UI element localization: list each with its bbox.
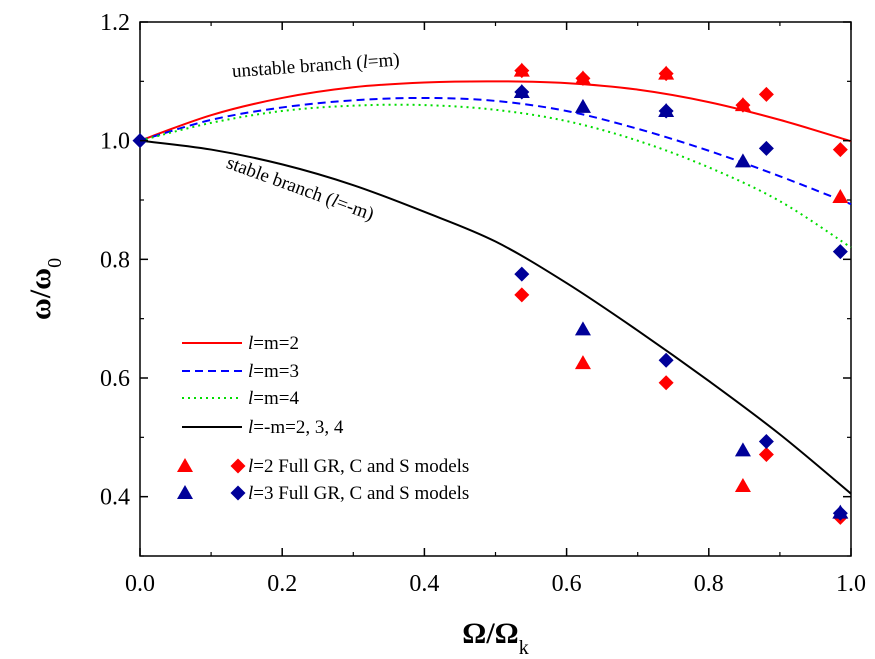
branch-annotation: unstable branch (l=m) bbox=[231, 50, 400, 83]
triangle-point-l2 bbox=[734, 477, 751, 492]
triangle-point-l2 bbox=[574, 355, 591, 370]
legend-entry: l=m=2 bbox=[248, 333, 299, 354]
legend-var: l bbox=[248, 483, 253, 504]
triangle-point-l3 bbox=[574, 98, 591, 113]
legend-triangle-swatch bbox=[177, 485, 193, 499]
y-tick-label: 1.0 bbox=[100, 129, 130, 155]
diamond-point-l2 bbox=[758, 447, 774, 463]
y-tick-label: 1.2 bbox=[100, 10, 130, 36]
diamond-point-l3 bbox=[658, 352, 674, 368]
x-tick-label: 0.0 bbox=[125, 571, 155, 597]
legend-var: l bbox=[248, 417, 253, 438]
axis-labels: Ω/Ωk ω/ω0 bbox=[24, 258, 529, 659]
y-tick-label: 0.4 bbox=[100, 485, 130, 511]
diamond-point-l2 bbox=[514, 287, 530, 303]
legend-entry: l=m=4 bbox=[248, 388, 299, 409]
legend-entry: l=m=3 bbox=[248, 361, 299, 382]
series-line-l-m-2 bbox=[139, 80, 852, 143]
data-markers bbox=[132, 62, 849, 525]
diamond-point-l3 bbox=[514, 266, 530, 282]
series-line-l-m-2-3-4 bbox=[139, 139, 852, 495]
curves bbox=[139, 80, 852, 495]
legend-diamond-swatch bbox=[230, 485, 246, 501]
diamond-point-l2 bbox=[735, 97, 751, 113]
diamond-point-l3 bbox=[758, 433, 774, 449]
triangle-point-l3 bbox=[734, 442, 751, 457]
diamond-point-l3 bbox=[832, 244, 848, 260]
diamond-point-l2 bbox=[832, 142, 848, 158]
ticks: 0.0 0.2 0.4 0.6 0.8 1.0 0.4 0.6 0.8 1.0 1.2 bbox=[100, 10, 866, 597]
legend-var: l bbox=[248, 456, 253, 477]
x-tick-label: 0.8 bbox=[694, 571, 724, 597]
x-tick-label: 0.4 bbox=[409, 571, 439, 597]
legend-entry: l=3 Full GR, C and S models bbox=[248, 483, 469, 504]
legend-rest: =3 Full GR, C and S models bbox=[253, 483, 469, 504]
x-axis-label-base: Ω/Ω bbox=[462, 617, 518, 650]
y-axis-label: ω/ω0 bbox=[24, 258, 66, 320]
diamond-point-l3 bbox=[832, 505, 848, 521]
x-axis-label: Ω/Ωk bbox=[462, 617, 528, 659]
diamond-point-l2 bbox=[658, 375, 674, 391]
diamond-point-l3 bbox=[758, 140, 774, 156]
x-tick-label: 0.2 bbox=[267, 571, 297, 597]
y-tick-label: 0.6 bbox=[100, 366, 130, 392]
legend-rest: =m=3 bbox=[253, 361, 299, 382]
annotations: unstable branch (l=m)stable branch (l=-m… bbox=[224, 50, 401, 226]
diamond-point-l2 bbox=[575, 70, 591, 86]
diamond-point-l2 bbox=[514, 63, 530, 79]
series-line-l-m-3 bbox=[139, 96, 852, 206]
annotation-suffix: =-m) bbox=[334, 192, 377, 225]
annotation-prefix: unstable branch ( bbox=[231, 52, 363, 82]
annotation-suffix: =m) bbox=[367, 50, 400, 73]
legend-triangle-swatch bbox=[177, 458, 193, 472]
legend-rest: =2 Full GR, C and S models bbox=[253, 456, 469, 477]
x-axis-label-sub: k bbox=[519, 637, 529, 659]
legend-rest: =m=2 bbox=[253, 333, 299, 354]
triangle-point-l3 bbox=[574, 321, 591, 336]
legend: l=m=2l=m=3l=m=4l=-m=2, 3, 4l=2 Full GR, … bbox=[177, 333, 469, 504]
legend-entry: l=-m=2, 3, 4 bbox=[248, 417, 344, 438]
branch-annotation: stable branch (l=-m) bbox=[224, 152, 377, 225]
legend-rest: =m=4 bbox=[253, 388, 299, 409]
legend-diamond-swatch bbox=[230, 458, 246, 474]
y-axis-label-base: ω/ω bbox=[24, 268, 57, 320]
x-tick-label: 1.0 bbox=[836, 571, 866, 597]
triangle-point-l2 bbox=[832, 189, 849, 204]
y-tick-label: 0.8 bbox=[100, 247, 130, 273]
legend-entry: l=2 Full GR, C and S models bbox=[248, 456, 469, 477]
diamond-point-l2 bbox=[658, 66, 674, 82]
legend-var: l bbox=[248, 333, 253, 354]
legend-var: l bbox=[248, 361, 253, 382]
legend-rest: =-m=2, 3, 4 bbox=[253, 417, 344, 438]
diamond-point-l3 bbox=[658, 103, 674, 119]
diamond-point-l2 bbox=[758, 86, 774, 102]
y-axis-label-sub: 0 bbox=[44, 258, 66, 268]
diamond-point-l3 bbox=[514, 84, 530, 100]
triangle-point-l3 bbox=[734, 153, 751, 168]
x-tick-label: 0.6 bbox=[552, 571, 582, 597]
legend-var: l bbox=[248, 388, 253, 409]
annotation-prefix: stable branch ( bbox=[224, 152, 336, 210]
annotation-var: l bbox=[362, 52, 369, 73]
